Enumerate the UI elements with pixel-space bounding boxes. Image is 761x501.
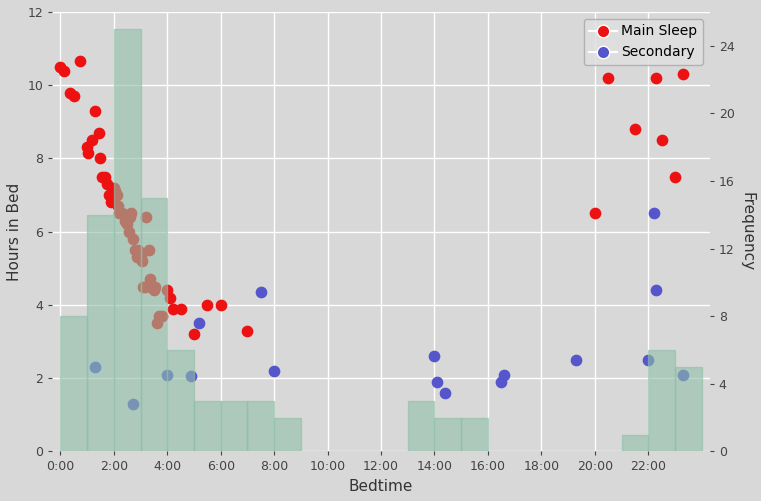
Main Sleep [98,173,110,181]
Secondary [255,288,267,296]
Main Sleep [121,220,133,228]
Main Sleep [669,173,681,181]
Secondary [498,371,510,379]
Main Sleep [59,67,71,75]
Main Sleep [144,276,156,284]
Main Sleep [125,209,137,217]
Main Sleep [140,213,152,221]
Main Sleep [188,330,200,338]
Main Sleep [202,301,214,309]
Main Sleep [116,209,128,217]
Secondary [650,286,662,294]
Main Sleep [137,283,149,291]
Secondary [570,356,582,364]
Main Sleep [112,202,124,210]
Main Sleep [164,294,176,302]
Secondary [642,356,654,364]
Main Sleep [103,191,115,199]
Main Sleep [655,136,667,144]
Bar [247,401,274,451]
Main Sleep [145,283,158,291]
Main Sleep [123,227,135,235]
Main Sleep [130,254,142,262]
Secondary [89,363,101,371]
Main Sleep [135,257,148,265]
Main Sleep [677,70,689,78]
Main Sleep [151,319,163,327]
Y-axis label: Frequency: Frequency [739,192,754,271]
Main Sleep [156,312,168,320]
Main Sleep [124,213,136,221]
Bar [88,215,114,451]
Main Sleep [129,246,142,254]
Secondary [126,400,139,408]
Bar [141,198,167,451]
Main Sleep [174,305,186,313]
Main Sleep [54,63,66,71]
Main Sleep [135,254,147,262]
Main Sleep [148,286,160,294]
Main Sleep [161,286,174,294]
Secondary [428,352,441,360]
Secondary [431,378,443,386]
Main Sleep [132,246,144,254]
Main Sleep [241,327,253,335]
Bar [114,29,141,451]
Bar [274,418,301,451]
Secondary [268,367,280,375]
Secondary [161,371,174,379]
X-axis label: Bedtime: Bedtime [349,479,413,494]
Secondary [677,371,689,379]
Main Sleep [75,58,87,66]
Secondary [439,389,451,397]
Bar [408,401,435,451]
Main Sleep [89,107,101,115]
Main Sleep [589,209,601,217]
Main Sleep [153,312,165,320]
Main Sleep [629,125,641,133]
Bar [167,350,194,451]
Legend: Main Sleep, Secondary: Main Sleep, Secondary [584,19,702,65]
Main Sleep [108,184,120,192]
Secondary [193,319,205,327]
Bar [194,401,221,451]
Main Sleep [126,235,139,243]
Main Sleep [139,283,151,291]
Secondary [495,378,508,386]
Bar [648,350,675,451]
Main Sleep [109,187,121,195]
Secondary [648,209,660,217]
Secondary [185,372,197,380]
Bar [435,418,461,451]
Main Sleep [650,74,662,82]
Main Sleep [142,246,154,254]
Main Sleep [96,173,108,181]
Main Sleep [87,136,99,144]
Bar [461,418,488,451]
Main Sleep [167,305,179,313]
Main Sleep [82,149,94,157]
Main Sleep [64,89,76,97]
Bar [60,316,88,451]
Main Sleep [602,74,614,82]
Main Sleep [81,143,94,151]
Main Sleep [68,92,80,100]
Main Sleep [105,198,117,206]
Bar [622,434,648,451]
Bar [221,401,247,451]
Main Sleep [149,283,161,291]
Main Sleep [101,180,113,188]
Main Sleep [113,209,126,217]
Main Sleep [94,154,107,162]
Main Sleep [93,129,105,137]
Main Sleep [110,191,123,199]
Y-axis label: Hours in Bed: Hours in Bed [7,182,22,281]
Main Sleep [119,217,131,225]
Main Sleep [215,301,227,309]
Bar [675,367,702,451]
